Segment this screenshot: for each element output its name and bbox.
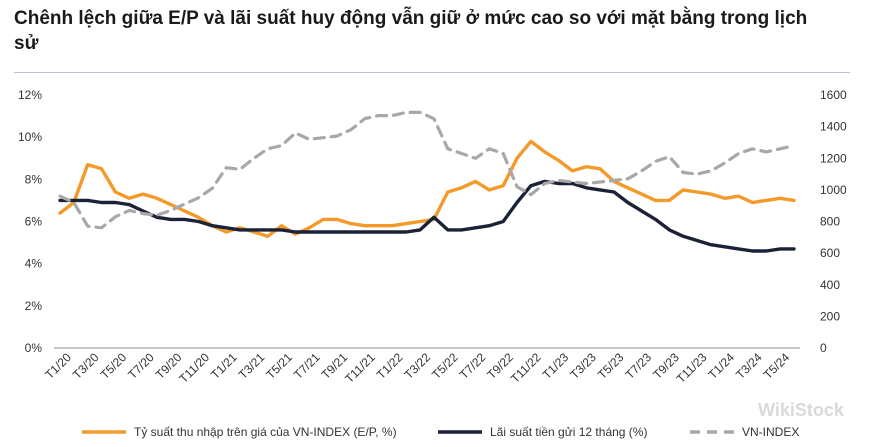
legend-deposit-rate-label: Lãi suất tiền gửi 12 tháng (%)	[490, 425, 647, 439]
x-tick-label: T5/24	[761, 350, 793, 382]
y-right-tick-label: 600	[820, 246, 840, 260]
chart-axes: 12% 10% 8% 6% 4% 2% 0% 1600 1400 1200 1000 800 600 40…	[18, 88, 847, 386]
vnindex-series-line	[58, 110, 796, 230]
y-left-tick-label: 10%	[18, 130, 42, 144]
title-divider	[14, 72, 850, 73]
chart-legend: Tỷ suất thu nhập trên giá của VN-INDEX (…	[82, 425, 799, 439]
x-tick-label: T3/21	[236, 350, 268, 382]
x-tick-label: T3/23	[567, 350, 599, 382]
ep-series-line	[58, 139, 796, 239]
x-tick-label: T7/23	[623, 350, 655, 382]
y-left-tick-label: 12%	[18, 88, 42, 102]
x-tick-label: T5/23	[595, 350, 627, 382]
x-tick-label: T1/22	[374, 350, 406, 382]
y-left-tick-label: 2%	[25, 299, 43, 313]
watermark: WikiStock	[758, 400, 845, 420]
y-right-tick-label: 800	[820, 215, 840, 229]
x-tick-label: T1/20	[42, 350, 74, 382]
y-right-tick-label: 400	[820, 278, 840, 292]
deposit-rate-series-line	[58, 179, 796, 253]
x-tick-label: T3/22	[402, 350, 434, 382]
x-tick-label: T3/20	[70, 350, 102, 382]
y-right-tick-label: 0	[820, 341, 827, 355]
x-tick-label: T7/20	[125, 350, 157, 382]
y-right-tick-label: 1000	[820, 183, 847, 197]
y-right-tick-label: 1600	[820, 88, 847, 102]
y-right-tick-label: 200	[820, 309, 840, 323]
x-tick-label: T11/20	[176, 350, 212, 386]
x-tick-label: T5/22	[429, 350, 461, 382]
chart-title: Chênh lệch giữa E/P và lãi suất huy động…	[14, 8, 808, 54]
x-tick-label: T11/21	[342, 350, 378, 386]
x-tick-label: T7/22	[457, 350, 489, 382]
x-tick-label: T1/21	[208, 350, 240, 382]
x-tick-label: T5/21	[263, 350, 295, 382]
legend-vnindex-label: VN-INDEX	[742, 425, 799, 439]
x-tick-label: T3/24	[733, 350, 765, 382]
x-tick-label: T1/23	[540, 350, 572, 382]
x-tick-label: T1/24	[705, 350, 737, 382]
x-tick-label: T5/20	[98, 350, 130, 382]
y-left-tick-label: 6%	[25, 215, 43, 229]
chart-lines	[58, 110, 796, 253]
y-right-tick-label: 1400	[820, 120, 847, 134]
y-left-tick-label: 0%	[25, 341, 43, 355]
x-tick-label: T7/21	[291, 350, 323, 382]
y-right-tick-label: 1200	[820, 151, 847, 165]
y-left-tick-label: 8%	[25, 172, 43, 186]
y-left-tick-label: 4%	[25, 257, 43, 271]
x-tick-label: T11/23	[674, 350, 710, 386]
x-tick-label: T11/22	[508, 350, 544, 386]
legend-ep-label: Tỷ suất thu nhập trên giá của VN-INDEX (…	[134, 425, 397, 439]
